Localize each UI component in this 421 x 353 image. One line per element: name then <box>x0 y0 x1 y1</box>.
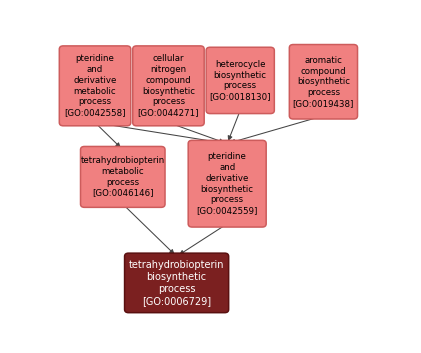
Text: pteridine
and
derivative
biosynthetic
process
[GO:0042559]: pteridine and derivative biosynthetic pr… <box>197 152 258 215</box>
FancyBboxPatch shape <box>133 46 204 126</box>
Text: heterocycle
biosynthetic
process
[GO:0018130]: heterocycle biosynthetic process [GO:001… <box>210 60 271 101</box>
Text: tetrahydrobiopterin
metabolic
process
[GO:0046146]: tetrahydrobiopterin metabolic process [G… <box>81 156 165 198</box>
FancyBboxPatch shape <box>188 140 266 227</box>
Text: pteridine
and
derivative
metabolic
process
[GO:0042558]: pteridine and derivative metabolic proce… <box>64 54 126 117</box>
FancyBboxPatch shape <box>206 47 274 114</box>
Text: tetrahydrobiopterin
biosynthetic
process
[GO:0006729]: tetrahydrobiopterin biosynthetic process… <box>129 260 224 306</box>
FancyBboxPatch shape <box>125 253 229 313</box>
FancyBboxPatch shape <box>80 146 165 207</box>
Text: aromatic
compound
biosynthetic
process
[GO:0019438]: aromatic compound biosynthetic process [… <box>293 56 354 108</box>
FancyBboxPatch shape <box>289 44 357 119</box>
Text: cellular
nitrogen
compound
biosynthetic
process
[GO:0044271]: cellular nitrogen compound biosynthetic … <box>138 54 199 117</box>
FancyBboxPatch shape <box>59 46 131 126</box>
